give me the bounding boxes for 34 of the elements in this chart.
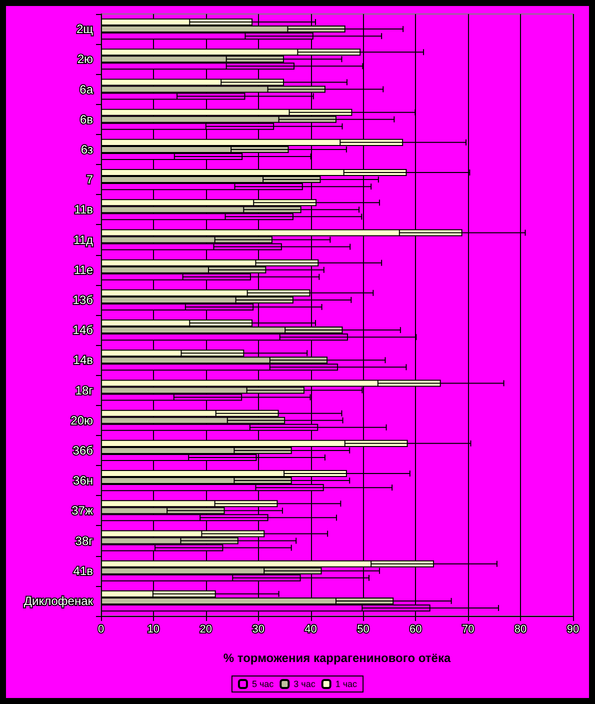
x-tick-label: 90 [566,624,580,636]
y-tick-label: 6в [80,112,93,126]
x-tick-label: 80 [514,624,527,636]
x-tick-label: 60 [410,624,422,636]
y-tick-label: Диклофенак [24,594,94,608]
x-tick-label: 50 [357,624,370,636]
y-tick-label: 20ю [70,413,93,428]
y-tick-label: 37ж [72,504,93,518]
x-tick-label: 30 [252,624,264,636]
y-tick-label: 14в [73,353,93,368]
legend-label: 3 час [294,679,316,689]
y-tick-label: 11д [74,232,93,247]
y-tick-label: 11е [74,262,94,277]
y-tick-label: 36н [73,474,93,488]
x-tick-label: 70 [462,624,474,636]
y-tick-label: 36б [72,443,94,458]
y-tick-label: 2ю [77,52,93,66]
y-tick-label: 13б [72,292,94,307]
y-tick-label: 38г [75,534,94,548]
x-tick-label: 20 [200,624,212,636]
legend-label: 5 час [252,679,274,689]
y-tick-label: 6а [80,82,94,96]
y-tick-label: 7 [86,172,94,187]
y-tick-label: 6з [80,142,94,156]
y-tick-label: 2щ [76,22,94,36]
legend-label: 1 час [335,679,358,689]
y-tick-label: 41в [73,564,93,578]
y-tick-label: 18г [75,383,94,398]
x-tick-label: 40 [304,624,317,636]
y-tick-label: 11в [74,202,93,217]
x-axis-title: % торможения каррагенинового отёка [223,651,451,665]
x-tick-label: 10 [147,624,160,636]
y-tick-label: 14б [72,323,94,338]
x-tick-label: 0 [98,624,104,636]
